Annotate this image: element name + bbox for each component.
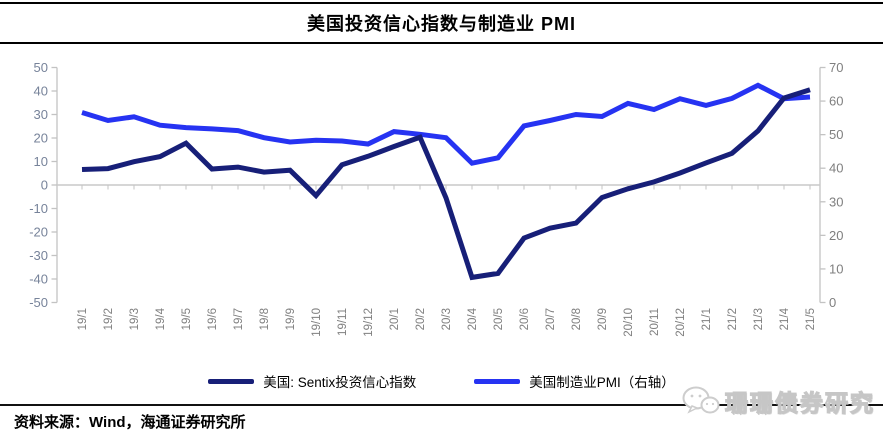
svg-text:-20: -20 [29, 225, 48, 240]
svg-text:20/4: 20/4 [467, 307, 479, 330]
wechat-bubbles-icon [682, 386, 720, 414]
svg-text:20: 20 [829, 228, 843, 243]
pmi-line-swatch [474, 378, 521, 384]
svg-text:-40: -40 [29, 272, 48, 287]
svg-text:70: 70 [829, 60, 843, 75]
svg-text:21/2: 21/2 [727, 308, 739, 330]
svg-text:40: 40 [829, 161, 843, 176]
title-band: 美国投资信心指数与制造业 PMI [0, 2, 883, 44]
watermark: 珊珊债券研究 [682, 384, 875, 418]
svg-text:30: 30 [829, 194, 843, 209]
svg-text:20: 20 [34, 131, 48, 146]
svg-text:20/12: 20/12 [675, 308, 687, 337]
svg-text:20/8: 20/8 [571, 308, 583, 330]
legend-label-sentix: 美国: Sentix投资信心指数 [263, 375, 417, 390]
svg-text:19/2: 19/2 [103, 308, 115, 330]
svg-text:20/11: 20/11 [649, 308, 661, 336]
chart-legend: 美国: Sentix投资信心指数 美国制造业PMI（右轴） [0, 371, 883, 391]
svg-text:19/4: 19/4 [155, 307, 167, 330]
svg-text:30: 30 [34, 107, 48, 122]
footer-divider [0, 404, 883, 406]
svg-text:19/7: 19/7 [233, 308, 245, 330]
svg-text:60: 60 [829, 94, 843, 109]
svg-text:19/9: 19/9 [285, 308, 297, 330]
svg-text:20/1: 20/1 [389, 308, 401, 330]
svg-text:-10: -10 [29, 201, 48, 216]
svg-text:19/6: 19/6 [207, 308, 219, 330]
svg-text:10: 10 [829, 261, 843, 276]
svg-text:20/5: 20/5 [493, 308, 505, 330]
svg-text:19/5: 19/5 [181, 308, 193, 330]
svg-text:21/4: 21/4 [779, 307, 791, 330]
legend-item-sentix: 美国: Sentix投资信心指数 [208, 371, 416, 391]
svg-text:19/12: 19/12 [363, 308, 375, 337]
svg-text:19/8: 19/8 [259, 308, 271, 330]
svg-text:0: 0 [41, 178, 48, 193]
svg-text:20/6: 20/6 [519, 308, 531, 330]
svg-text:50: 50 [34, 60, 48, 75]
svg-text:19/3: 19/3 [129, 308, 141, 330]
svg-text:10: 10 [34, 154, 48, 169]
svg-text:19/1: 19/1 [77, 308, 89, 330]
legend-label-pmi: 美国制造业PMI（右轴） [529, 375, 675, 390]
svg-text:21/1: 21/1 [701, 308, 713, 330]
sentix-line-swatch [208, 378, 255, 384]
svg-text:20/9: 20/9 [597, 308, 609, 330]
page-title: 美国投资信心指数与制造业 PMI [306, 14, 576, 34]
svg-text:-50: -50 [29, 295, 48, 310]
legend-item-pmi: 美国制造业PMI（右轴） [474, 371, 675, 391]
svg-text:21/3: 21/3 [753, 308, 765, 330]
svg-text:19/10: 19/10 [311, 308, 323, 337]
svg-text:19/11: 19/11 [337, 308, 349, 336]
source-note: 资料来源：Wind，海通证券研究所 [14, 414, 246, 431]
svg-text:20/10: 20/10 [623, 308, 635, 337]
svg-text:40: 40 [34, 84, 48, 99]
svg-text:21/5: 21/5 [805, 308, 817, 330]
svg-text:20/2: 20/2 [415, 308, 427, 330]
svg-text:20/3: 20/3 [441, 308, 453, 330]
svg-text:0: 0 [829, 295, 836, 310]
svg-text:-30: -30 [29, 248, 48, 263]
svg-text:50: 50 [829, 127, 843, 142]
svg-text:20/7: 20/7 [545, 308, 557, 330]
watermark-text: 珊珊债券研究 [724, 389, 875, 416]
